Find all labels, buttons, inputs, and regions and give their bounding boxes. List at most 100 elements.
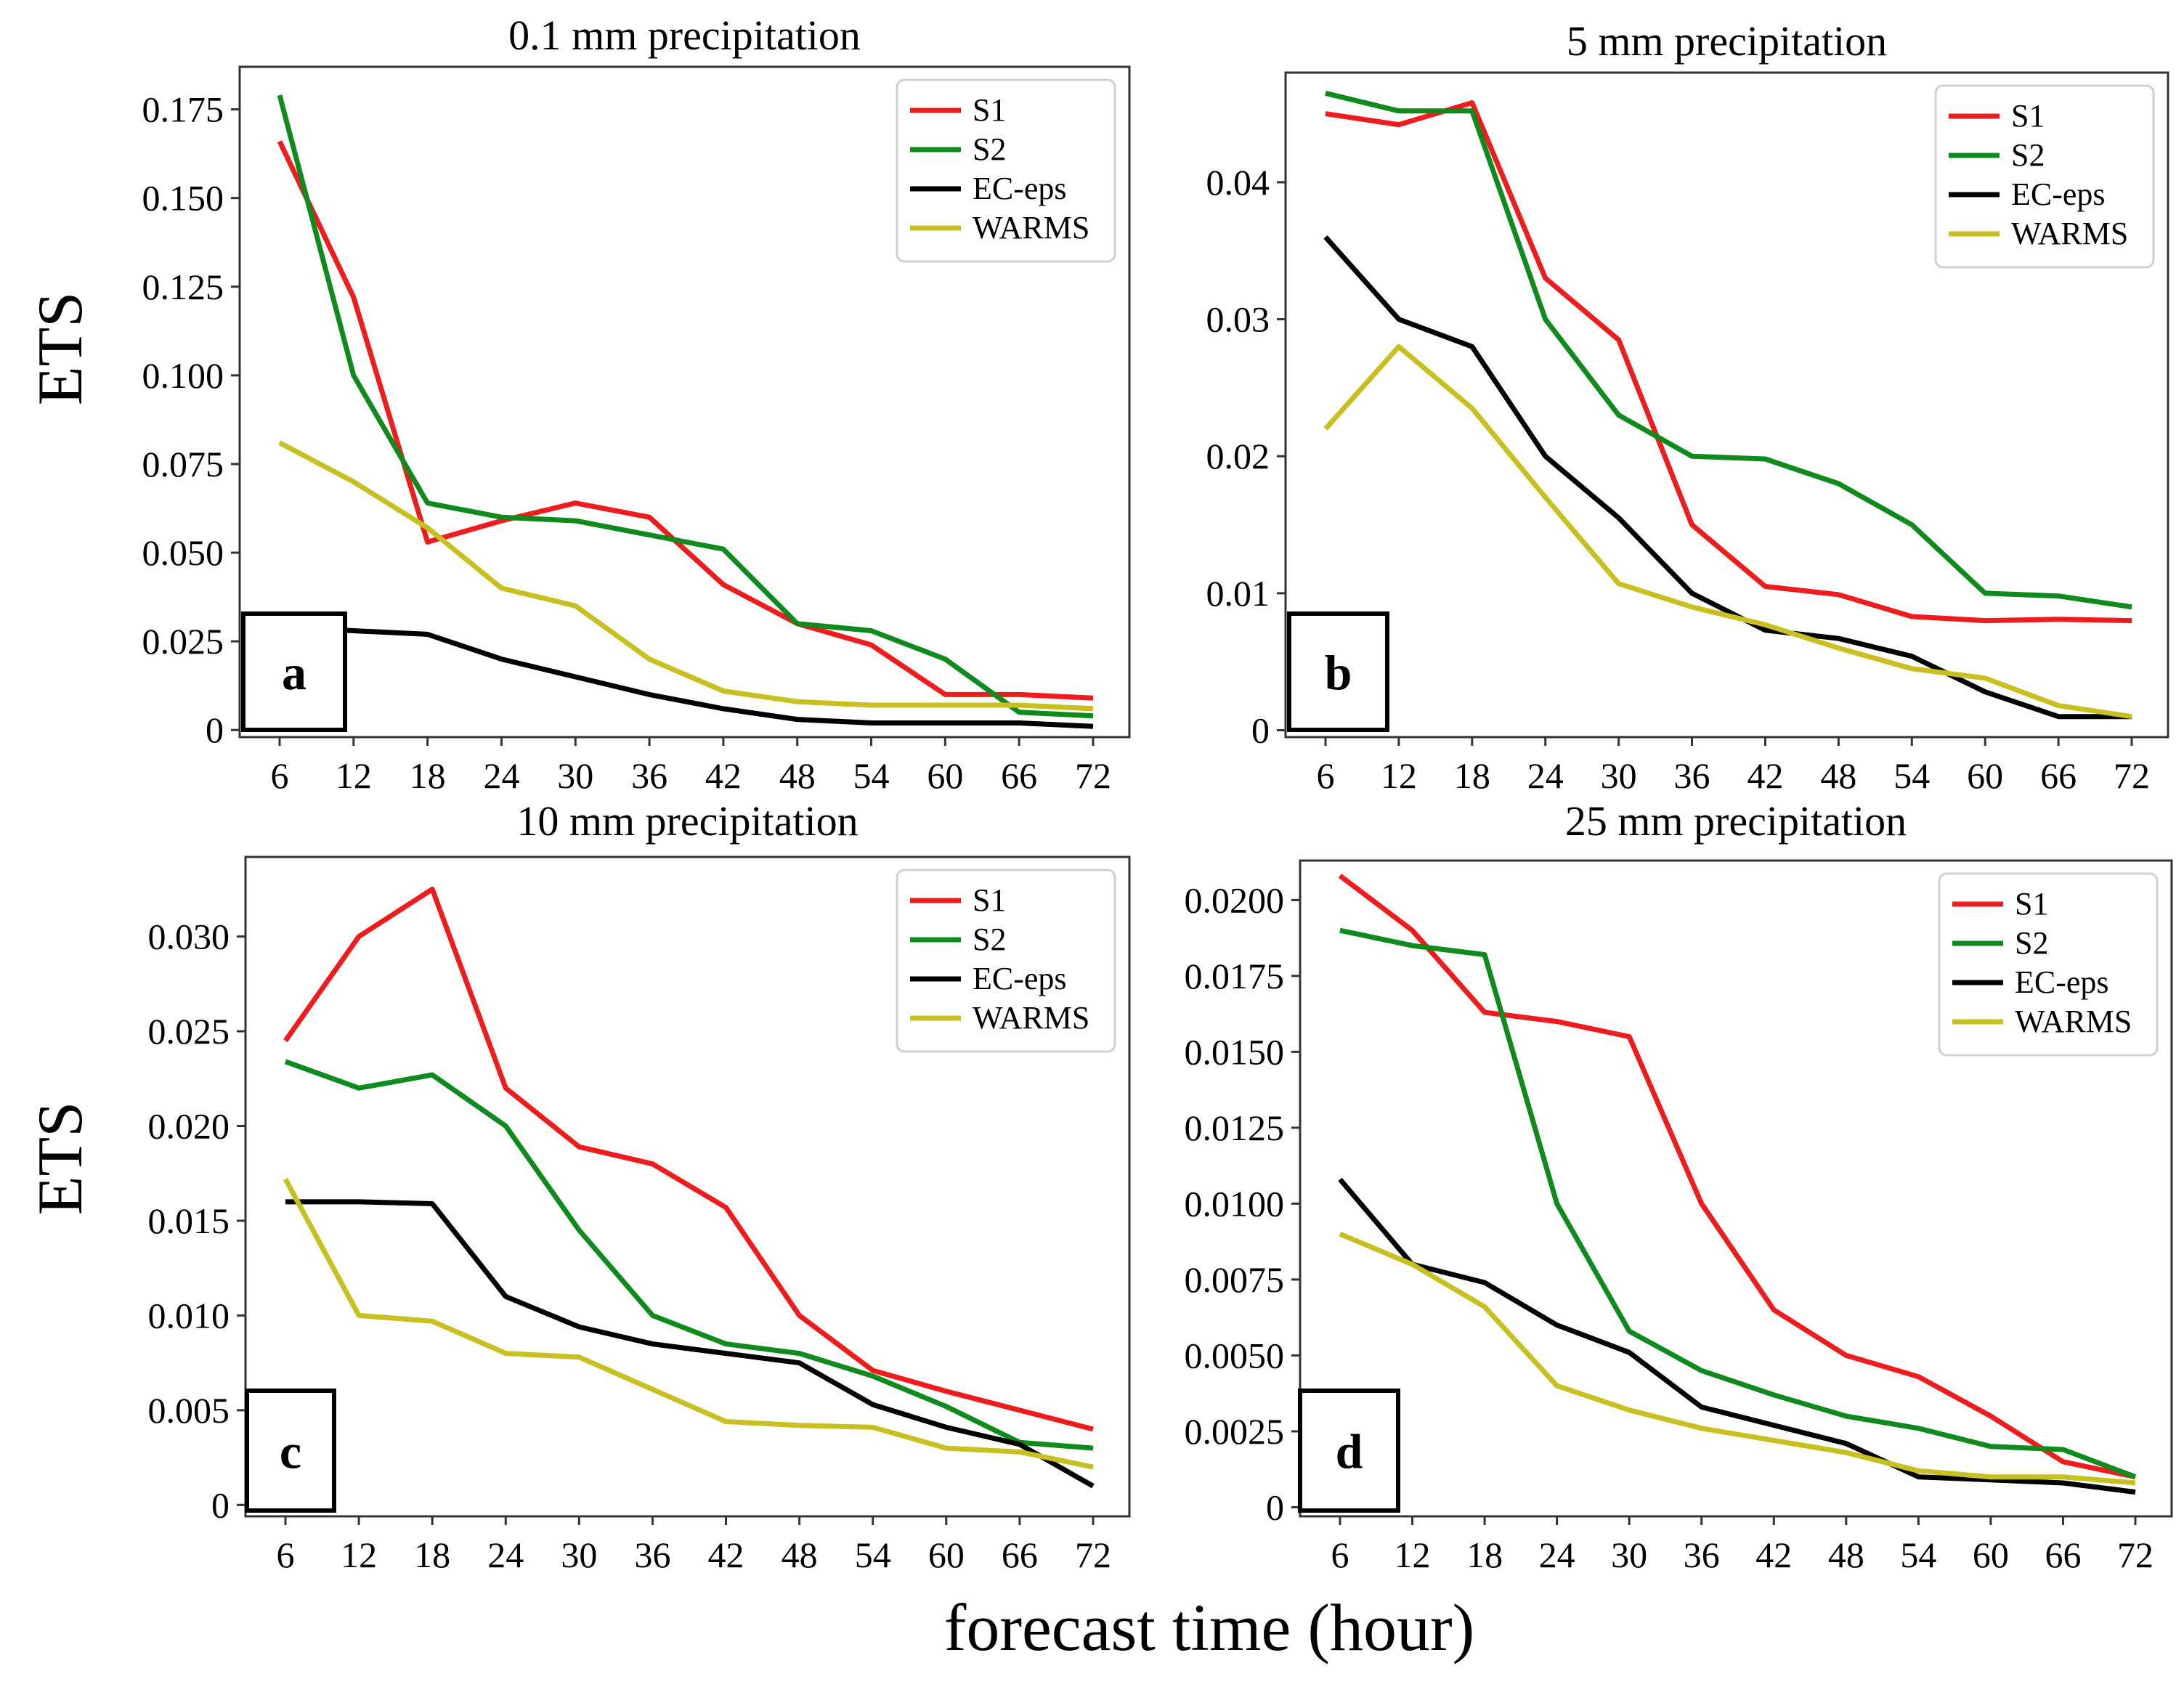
y-tick-label: 0.025 — [142, 621, 224, 662]
y-tick-label: 0.050 — [142, 532, 224, 573]
series-line-s1 — [1325, 100, 2132, 624]
x-tick-label: 60 — [1973, 1534, 2009, 1575]
x-tick-label: 54 — [855, 1534, 891, 1575]
legend-box — [1938, 872, 2159, 1057]
panel-b: 5 mm precipitation 6 12 18 24 30 36 42 48 54 60 66 7… — [1206, 17, 2169, 796]
x-tick-label: 66 — [1001, 755, 1037, 796]
legend-label: S2 — [2015, 925, 2048, 961]
y-tick-label: 0.175 — [142, 89, 224, 130]
x-tick-label: 30 — [1601, 755, 1637, 796]
y-tick-label: 0.020 — [148, 1106, 230, 1147]
legend-label: S2 — [973, 131, 1006, 167]
y-tick-label: 0.030 — [148, 916, 230, 957]
y-tick-label: 0.150 — [142, 178, 224, 219]
x-tick-label: 72 — [1075, 1534, 1111, 1575]
legend-label: EC-eps — [973, 171, 1067, 206]
y-tick-label: 0.02 — [1206, 436, 1270, 476]
x-tick-label: 18 — [1466, 1534, 1503, 1575]
x-tick-label: 72 — [2114, 755, 2150, 796]
y-tick-label: 0.04 — [1206, 162, 1270, 203]
x-tick-label: 36 — [634, 1534, 670, 1575]
panel-a: 0.1 mm precipitation 6 12 18 24 30 36 42 48 54 60 6… — [142, 12, 1131, 796]
plot-frame — [1284, 71, 2169, 739]
series-line-s2 — [277, 94, 1094, 719]
series-line-ec-eps — [1338, 1177, 2136, 1495]
x-tick-label: 72 — [1075, 755, 1111, 796]
x-tick-label: 36 — [631, 755, 667, 796]
chart-title: 10 mm precipitation — [516, 797, 858, 845]
y-tick-label: 0.0025 — [1185, 1411, 1285, 1452]
x-tick-label: 12 — [1381, 755, 1417, 796]
y-tick-label: 0.0050 — [1185, 1335, 1285, 1375]
x-tick-label: 6 — [1317, 755, 1335, 796]
panel-letter: a — [282, 645, 307, 700]
legend-label: S1 — [973, 92, 1006, 128]
series-line-warms — [283, 1177, 1094, 1470]
x-tick-label: 54 — [1893, 755, 1930, 796]
y-tick-label: 0.03 — [1206, 299, 1270, 340]
legend-label: EC-eps — [973, 961, 1067, 996]
x-tick-label: 24 — [1539, 1534, 1575, 1575]
series-line-warms — [278, 440, 1094, 712]
x-tick-label: 42 — [1755, 1534, 1792, 1575]
x-tick-label: 12 — [1395, 1534, 1431, 1575]
legend-label: EC-eps — [2015, 964, 2109, 1000]
series-line-s2 — [1325, 90, 2132, 610]
y-tick-label: 0.0100 — [1185, 1183, 1285, 1224]
series-line-s1 — [1338, 874, 2136, 1480]
panel-letter: c — [280, 1424, 301, 1479]
y-tick-label: 0.0175 — [1185, 956, 1285, 996]
x-tick-label: 6 — [1331, 1534, 1349, 1575]
y-tick-label: 0.075 — [142, 444, 224, 484]
legend-box — [896, 78, 1116, 263]
plot-frame — [238, 65, 1131, 739]
y-tick-label: 0.01 — [1206, 573, 1270, 614]
legend-label: EC-eps — [2011, 176, 2106, 212]
legend-label: S2 — [973, 922, 1006, 957]
x-tick-label: 66 — [1002, 1534, 1038, 1575]
y-tick-label: 0 — [211, 1484, 230, 1525]
x-tick-label: 30 — [1611, 1534, 1647, 1575]
y-axis-label-top: ETS — [25, 292, 96, 405]
x-tick-label: 12 — [341, 1534, 377, 1575]
x-tick-label: 54 — [1900, 1534, 1936, 1575]
chart-title: 5 mm precipitation — [1567, 17, 1887, 65]
x-tick-label: 24 — [1527, 755, 1564, 796]
x-tick-label: 42 — [705, 755, 742, 796]
x-tick-label: 66 — [2045, 1534, 2081, 1575]
series-line-ec-eps — [1323, 235, 2132, 720]
panel-d: 25 mm precipitation 6 12 18 24 30 36 42 48 54 60 66… — [1185, 797, 2173, 1575]
legend-label: WARMS — [973, 1000, 1089, 1036]
y-tick-label: 0.0150 — [1185, 1031, 1285, 1072]
series-line-ec-eps — [285, 1199, 1095, 1489]
x-tick-label: 30 — [557, 755, 593, 796]
x-tick-label: 48 — [782, 1534, 818, 1575]
panel-letter-box — [245, 1389, 336, 1513]
x-tick-label: 6 — [277, 1534, 295, 1575]
x-tick-label: 54 — [853, 755, 890, 796]
legend-label: S1 — [2015, 886, 2048, 922]
plot-frame — [244, 855, 1131, 1518]
legend-label: WARMS — [973, 210, 1089, 245]
legend-box — [1934, 84, 2155, 269]
legend-box — [896, 869, 1116, 1053]
y-tick-label: 0 — [1251, 710, 1270, 751]
series-line-s1 — [283, 886, 1094, 1432]
x-tick-label: 36 — [1684, 1534, 1720, 1575]
x-tick-label: 60 — [1967, 755, 2003, 796]
x-tick-label: 48 — [1820, 755, 1856, 796]
y-tick-label: 0 — [206, 710, 224, 750]
legend-label: WARMS — [2015, 1004, 2132, 1039]
x-tick-label: 18 — [414, 1534, 450, 1575]
chart-title: 25 mm precipitation — [1565, 797, 1907, 845]
legend-label: WARMS — [2011, 216, 2128, 251]
x-tick-label: 30 — [561, 1534, 597, 1575]
y-tick-label: 0.015 — [148, 1200, 230, 1241]
x-tick-label: 6 — [271, 755, 289, 796]
y-tick-label: 0 — [1266, 1487, 1284, 1527]
series-line-s2 — [284, 1059, 1094, 1451]
x-tick-label: 60 — [927, 755, 963, 796]
x-tick-label: 60 — [928, 1534, 965, 1575]
panel-letter: b — [1325, 645, 1352, 700]
